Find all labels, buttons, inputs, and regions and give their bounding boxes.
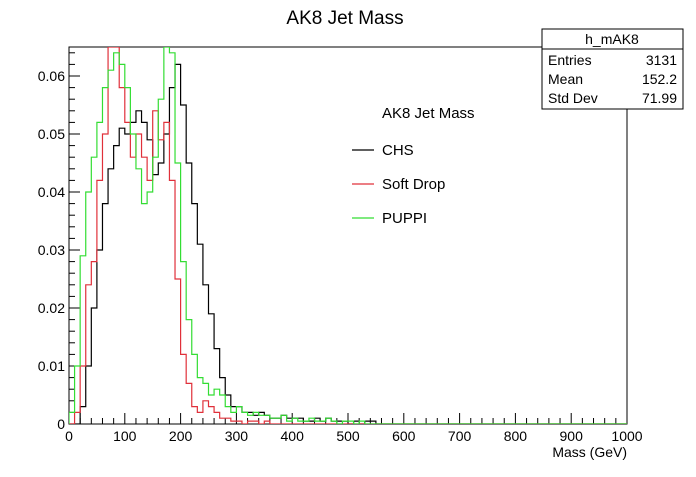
y-tick-label: 0.04 [38, 184, 65, 200]
x-tick-label: 700 [448, 428, 472, 444]
stats-value: 3131 [646, 52, 677, 68]
x-tick-label: 900 [560, 428, 584, 444]
x-tick-label: 400 [281, 428, 305, 444]
stats-box: h_mAK8 Entries 3131 Mean 152.2 Std Dev 71.99 [541, 28, 684, 110]
series-layer [69, 47, 627, 424]
legend-entries: CHS Soft Drop PUPPI [352, 142, 445, 227]
stats-label: Mean [548, 71, 583, 87]
y-tick-label: 0.01 [38, 358, 65, 374]
x-tick-label: 300 [225, 428, 249, 444]
x-tick-label: 800 [504, 428, 528, 444]
legend-entry: CHS [352, 142, 414, 159]
legend-title: AK8 Jet Mass [382, 105, 475, 122]
stats-rows: Entries 3131 Mean 152.2 Std Dev 71.99 [548, 52, 677, 106]
x-tick-label: 100 [113, 428, 137, 444]
chart-title: AK8 Jet Mass [286, 8, 403, 29]
legend-label: PUPPI [382, 210, 427, 227]
stats-label: Entries [548, 52, 592, 68]
x-tick-label: 200 [169, 428, 193, 444]
legend-entry: Soft Drop [352, 176, 445, 193]
y-tick-label: 0.06 [38, 68, 65, 84]
y-tick-label: 0.02 [38, 300, 65, 316]
legend-label: CHS [382, 142, 414, 159]
x-tick-label: 1000 [611, 428, 642, 444]
x-axis: 0 100 200 300 400 500 600 700 800 900 1000 [65, 413, 643, 444]
y-tick-label: 0 [57, 416, 65, 432]
stats-box-title: h_mAK8 [585, 31, 639, 47]
stats-value: 71.99 [642, 90, 677, 106]
y-tick-label: 0.03 [38, 242, 65, 258]
series-puppi-line [69, 47, 627, 424]
stats-value: 152.2 [642, 71, 677, 87]
x-axis-label: Mass (GeV) [552, 444, 627, 460]
legend-entry: PUPPI [352, 210, 427, 227]
y-axis: 0 0.01 0.02 0.03 0.04 0.05 0.06 [38, 52, 80, 432]
x-tick-label: 0 [65, 428, 73, 444]
stats-label: Std Dev [548, 90, 598, 106]
x-tick-label: 500 [336, 428, 360, 444]
x-tick-label: 600 [392, 428, 416, 444]
legend: AK8 Jet Mass CHS Soft Drop PUPPI [352, 105, 475, 227]
stats-box-frame [541, 28, 684, 110]
y-tick-label: 0.05 [38, 126, 65, 142]
legend-label: Soft Drop [382, 176, 445, 193]
